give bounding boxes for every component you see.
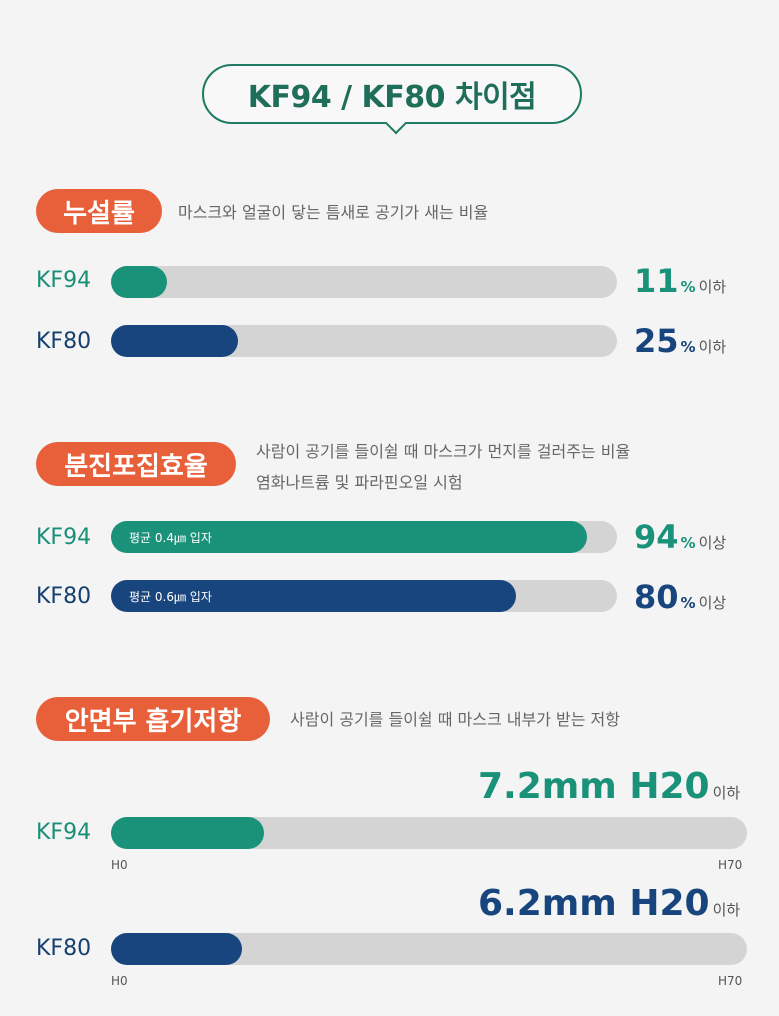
- bar-kf80: [111, 325, 238, 357]
- title-bubble: KF94 / KF80 차이점: [202, 64, 582, 124]
- value-kf94: 7.2mm H20 이하: [478, 766, 740, 807]
- value-kf94: 11 % 이하: [634, 262, 726, 300]
- value-number: 80: [634, 578, 679, 616]
- value-condition: 이하: [712, 901, 741, 919]
- value-text: 7.2mm H20: [478, 766, 710, 807]
- row-label-kf94: KF94: [36, 268, 92, 293]
- value-unit: %: [680, 338, 696, 356]
- row-label-kf80: KF80: [36, 329, 92, 354]
- section-description-resistance: 사람이 공기를 들이쉴 때 마스크 내부가 받는 저항: [290, 710, 621, 729]
- value-number: 11: [634, 262, 679, 300]
- bar-kf80: [111, 933, 243, 965]
- axis-max-label: H70: [718, 974, 743, 988]
- section-description-leakage: 마스크와 얼굴이 닿는 틈새로 공기가 새는 비율: [178, 203, 489, 222]
- value-kf80: 6.2mm H20 이하: [478, 883, 740, 924]
- value-unit: %: [680, 534, 696, 552]
- axis-max-label: H70: [718, 858, 743, 872]
- section-label-resistance: 안면부 흡기저항: [36, 697, 270, 741]
- bar-particle-label: 평균 0.4㎛ 입자: [129, 530, 212, 545]
- value-condition: 이하: [698, 338, 727, 356]
- bar-particle-label: 평균 0.6㎛ 입자: [129, 589, 212, 604]
- bar-track: 평균 0.6㎛ 입자: [111, 580, 617, 612]
- page-title: KF94 / KF80 차이점: [247, 80, 537, 115]
- bar-kf94: [111, 817, 264, 849]
- axis-min-label: H0: [111, 858, 128, 872]
- value-number: 25: [634, 322, 679, 360]
- section-label-filtration: 분진포집효율: [36, 442, 236, 486]
- value-kf94: 94 % 이상: [634, 518, 726, 556]
- row-label-kf80: KF80: [36, 936, 92, 961]
- value-unit: %: [680, 278, 696, 296]
- bar-track: [111, 817, 747, 849]
- value-condition: 이상: [698, 534, 727, 552]
- section-label-leakage: 누설률: [36, 189, 162, 233]
- bar-kf94: 평균 0.4㎛ 입자: [111, 521, 587, 553]
- value-kf80: 80 % 이상: [634, 578, 726, 616]
- row-label-kf94: KF94: [36, 525, 92, 550]
- value-unit: %: [680, 594, 696, 612]
- bar-kf80: 평균 0.6㎛ 입자: [111, 580, 516, 612]
- value-condition: 이하: [698, 278, 727, 296]
- axis-min-label: H0: [111, 974, 128, 988]
- row-label-kf94: KF94: [36, 820, 92, 845]
- value-text: 6.2mm H20: [478, 883, 710, 924]
- value-number: 94: [634, 518, 679, 556]
- bar-kf94: [111, 266, 167, 298]
- bar-track: 평균 0.4㎛ 입자: [111, 521, 617, 553]
- bar-track: [111, 325, 617, 357]
- bar-track: [111, 933, 747, 965]
- row-label-kf80: KF80: [36, 584, 92, 609]
- section-description-filtration: 사람이 공기를 들이쉴 때 마스크가 먼지를 걸러주는 비율: [256, 442, 631, 461]
- section-description-filtration-note: 염화나트륨 및 파라핀오일 시험: [256, 473, 463, 492]
- value-condition: 이상: [698, 594, 727, 612]
- value-kf80: 25 % 이하: [634, 322, 726, 360]
- bar-track: [111, 266, 617, 298]
- value-condition: 이하: [712, 784, 741, 802]
